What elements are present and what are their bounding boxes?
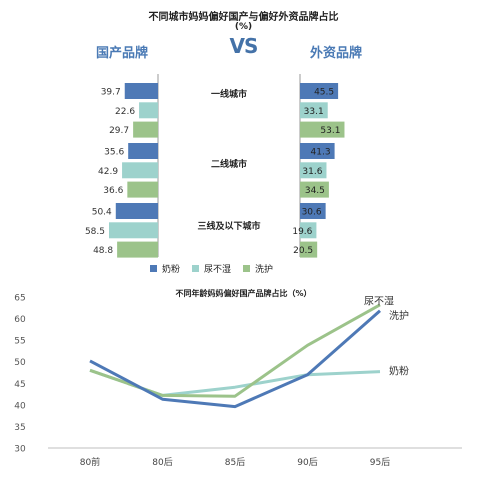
legend-item-diaper: 尿不湿 bbox=[192, 262, 231, 275]
bar-foreign-milk-tier3 bbox=[300, 203, 326, 219]
bar-domestic-milk-tier3 bbox=[115, 203, 158, 219]
label-domestic-milk-tier3: 50.4 bbox=[92, 208, 112, 218]
label-domestic-milk-tier1: 39.7 bbox=[101, 88, 121, 98]
category-label-tier2: 二线城市 bbox=[210, 160, 247, 170]
legend: 奶粉 尿不湿 洗护 bbox=[150, 262, 273, 275]
label-domestic-diaper-tier3: 58.5 bbox=[85, 227, 105, 237]
foreign-brand-title: 外资品牌 bbox=[310, 46, 363, 61]
label-foreign-milk-tier1: 45.5 bbox=[314, 88, 334, 98]
bar-domestic-milk-tier2 bbox=[128, 143, 158, 159]
bar-domestic-care-tier2 bbox=[127, 181, 158, 198]
line-label-care: 洗护 bbox=[389, 309, 409, 322]
legend-label-milk: 奶粉 bbox=[162, 265, 181, 275]
legend-item-milk: 奶粉 bbox=[150, 262, 180, 275]
label-domestic-care-tier1: 29.7 bbox=[109, 126, 129, 136]
bar-foreign-milk-tier1 bbox=[300, 83, 339, 99]
x-tick-3: 90后 bbox=[297, 457, 317, 468]
label-foreign-diaper-tier2: 31.6 bbox=[302, 167, 322, 177]
series-line-milk bbox=[89, 309, 381, 409]
x-tick-0: 80前 bbox=[80, 456, 100, 468]
y-tick-65: 65 bbox=[14, 294, 25, 304]
label-foreign-diaper-tier3: 19.6 bbox=[292, 227, 312, 237]
line-label-milk: 奶粉 bbox=[389, 364, 409, 377]
label-foreign-care-tier2: 34.5 bbox=[305, 186, 325, 196]
legend-label-care: 洗护 bbox=[255, 265, 274, 275]
y-tick-60: 60 bbox=[14, 315, 26, 325]
bar-foreign-care-tier3 bbox=[300, 241, 318, 258]
vs-label: VS bbox=[229, 34, 259, 58]
label-domestic-care-tier3: 48.8 bbox=[93, 246, 113, 256]
x-tick-2: 85后 bbox=[225, 457, 245, 468]
bar-foreign-diaper-tier1 bbox=[300, 102, 328, 119]
label-foreign-care-tier1: 53.1 bbox=[320, 126, 340, 136]
bar-domestic-care-tier3 bbox=[117, 241, 158, 258]
bar-domestic-care-tier1 bbox=[133, 121, 158, 138]
y-tick-35: 35 bbox=[14, 423, 25, 433]
bar-foreign-care-tier2 bbox=[300, 181, 329, 198]
legend-label-diaper: 尿不湿 bbox=[204, 265, 232, 275]
y-tick-30: 30 bbox=[14, 445, 26, 455]
legend-swatch-milk bbox=[150, 265, 157, 272]
legend-swatch-diaper bbox=[192, 265, 200, 272]
line-label-diaper: 尿不湿 bbox=[364, 295, 394, 307]
bar-domestic-diaper-tier2 bbox=[122, 162, 158, 179]
bar-domestic-diaper-tier1 bbox=[139, 102, 158, 119]
label-domestic-care-tier2: 36.6 bbox=[103, 186, 123, 196]
label-foreign-milk-tier3: 30.6 bbox=[302, 208, 322, 218]
bar-domestic-milk-tier1 bbox=[124, 83, 158, 99]
butterfly-bar-chart: 39.7 45.5 22.6 33.1 29.7 53.1 35.6 41.3 42.9 31.6… bbox=[85, 74, 345, 258]
y-tick-50: 50 bbox=[14, 358, 26, 368]
category-label-tier3: 三线及以下城市 bbox=[197, 222, 261, 232]
category-label-tier1: 一线城市 bbox=[210, 90, 247, 100]
label-domestic-diaper-tier2: 42.9 bbox=[98, 167, 118, 177]
bar-domestic-diaper-tier3 bbox=[109, 222, 158, 239]
label-domestic-milk-tier2: 35.6 bbox=[104, 148, 124, 158]
bar-foreign-care-tier1 bbox=[300, 121, 345, 138]
chart-unit: (%) bbox=[234, 22, 253, 32]
label-foreign-diaper-tier1: 33.1 bbox=[304, 107, 324, 117]
y-tick-45: 45 bbox=[14, 380, 25, 390]
label-foreign-milk-tier2: 41.3 bbox=[311, 148, 331, 158]
legend-item-care: 洗护 bbox=[243, 262, 273, 275]
label-foreign-care-tier3: 20.5 bbox=[293, 246, 313, 256]
chart-title: 不同城市妈妈偏好国产与偏好外资品牌占比 bbox=[148, 12, 339, 23]
bar-foreign-diaper-tier2 bbox=[300, 162, 327, 179]
x-tick-1: 80后 bbox=[152, 457, 172, 468]
label-domestic-diaper-tier1: 22.6 bbox=[115, 107, 135, 117]
legend-swatch-care bbox=[243, 265, 251, 272]
domestic-brand-title: 国产品牌 bbox=[96, 46, 149, 61]
y-tick-40: 40 bbox=[14, 401, 26, 411]
line-chart-title: 不同年龄妈妈偏好国产品牌占比（%） bbox=[175, 289, 312, 298]
y-tick-55: 55 bbox=[14, 337, 25, 347]
bar-foreign-milk-tier2 bbox=[300, 143, 335, 159]
x-tick-4: 95后 bbox=[370, 457, 390, 468]
bar-foreign-diaper-tier3 bbox=[300, 222, 317, 239]
